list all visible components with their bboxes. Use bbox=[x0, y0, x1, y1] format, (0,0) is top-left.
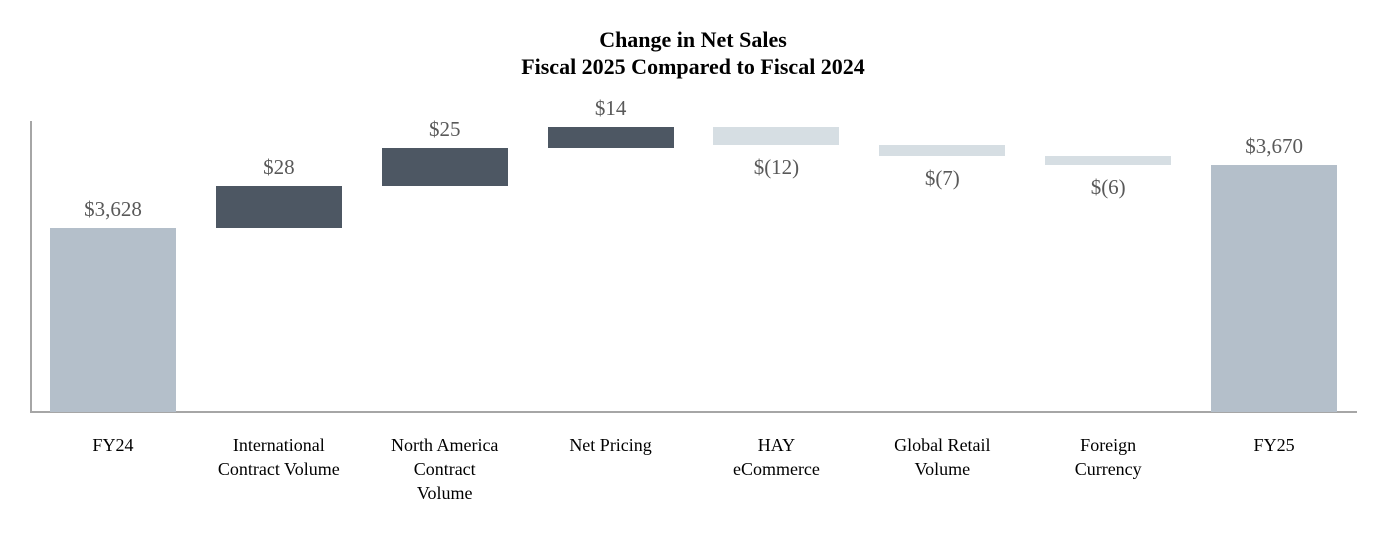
category-label-line: Contract bbox=[413, 459, 476, 479]
bar-fy25 bbox=[1211, 164, 1338, 412]
bar-value-label-net-pricing: $14 bbox=[594, 96, 627, 120]
category-label-north-america-contract-volume: North America Contract Volume bbox=[391, 433, 498, 505]
y-axis-line bbox=[30, 121, 32, 413]
category-label-global-retail-volume: Global Retail Volume bbox=[894, 433, 990, 481]
category-label-line: Foreign bbox=[1080, 435, 1137, 455]
bar-north-america-contract-volume bbox=[381, 148, 508, 186]
bar-value-label-hay-ecommerce: $(12) bbox=[753, 155, 800, 179]
category-label-fy24: FY24 bbox=[92, 433, 133, 457]
category-label-line: Global Retail bbox=[894, 435, 991, 455]
category-label-line: North America bbox=[390, 435, 499, 455]
bar-value-label-north-america-contract-volume: $25 bbox=[428, 117, 461, 141]
category-label-line: Contract Volume bbox=[217, 459, 340, 479]
category-label-line: Net Pricing bbox=[569, 435, 652, 455]
chart-title-line1: Change in Net Sales bbox=[599, 27, 787, 52]
category-label-line: International bbox=[232, 435, 325, 455]
category-label-fy25: FY25 bbox=[1254, 433, 1295, 457]
bar-international-contract-volume bbox=[215, 185, 342, 228]
bar-value-label-foreign-currency: $(6) bbox=[1090, 174, 1126, 199]
bar-global-retail-volume bbox=[879, 145, 1006, 156]
chart-title-line2: Fiscal 2025 Compared to Fiscal 2024 bbox=[521, 54, 865, 79]
bar-hay-ecommerce bbox=[713, 127, 840, 145]
category-label-hay-ecommerce: HAY eCommerce bbox=[733, 433, 820, 481]
bar-foreign-currency bbox=[1045, 155, 1172, 165]
chart-title: Change in Net Sales Fiscal 2025 Compared… bbox=[0, 26, 1386, 80]
category-label-line: eCommerce bbox=[732, 459, 820, 479]
category-label-line: Volume bbox=[416, 483, 473, 503]
bar-value-label-fy25: $3,670 bbox=[1245, 133, 1303, 158]
category-label-net-pricing: Net Pricing bbox=[569, 433, 652, 457]
x-axis-line bbox=[30, 411, 1357, 413]
category-label-line: FY24 bbox=[92, 435, 134, 455]
bar-fy24 bbox=[49, 227, 176, 412]
category-label-line: Volume bbox=[914, 459, 971, 479]
category-label-line: FY25 bbox=[1253, 435, 1295, 455]
bar-value-label-international-contract-volume: $28 bbox=[263, 154, 295, 179]
bar-net-pricing bbox=[547, 127, 674, 148]
bar-value-label-global-retail-volume: $(7) bbox=[924, 165, 960, 190]
category-label-line: HAY bbox=[757, 435, 796, 455]
category-label-foreign-currency: Foreign Currency bbox=[1075, 433, 1142, 481]
bar-value-label-fy24: $3,628 bbox=[84, 196, 142, 221]
category-label-line: Currency bbox=[1074, 459, 1142, 479]
category-label-international-contract-volume: International Contract Volume bbox=[218, 433, 340, 481]
